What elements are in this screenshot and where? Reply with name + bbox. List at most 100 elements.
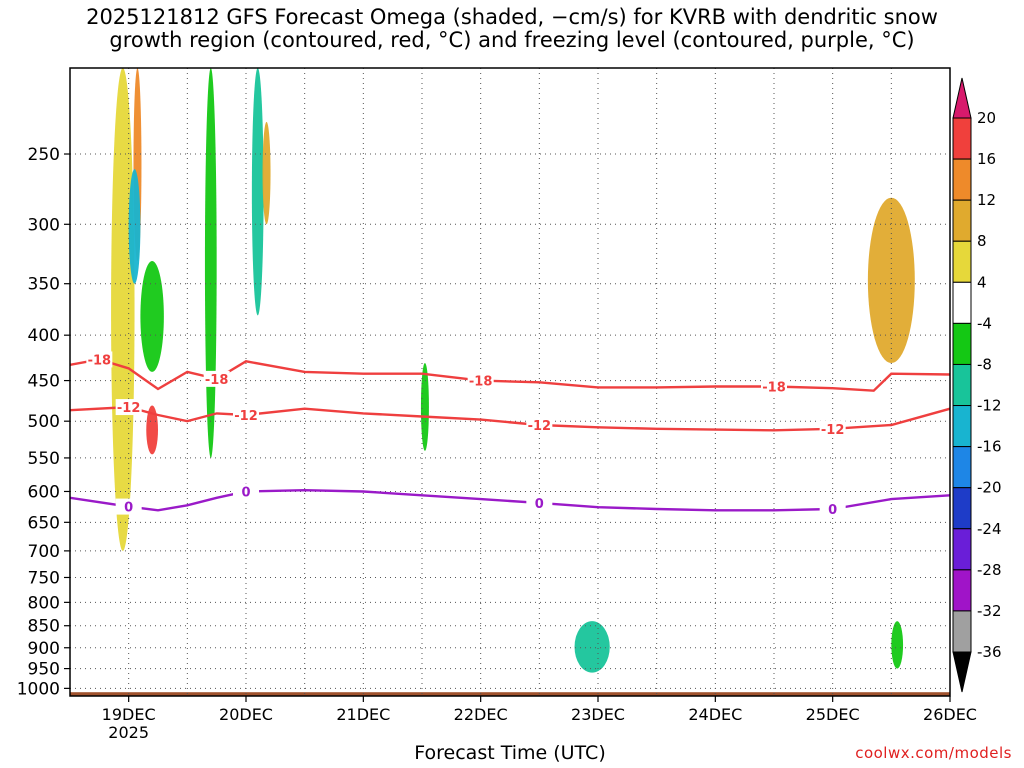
x-tick-label: 20DEC bbox=[219, 705, 273, 724]
x-tick-label: 22DEC bbox=[454, 705, 508, 724]
contour-label-bg bbox=[86, 351, 113, 368]
contour-label: 0 bbox=[535, 497, 544, 512]
colorbar-label: -24 bbox=[977, 520, 1002, 538]
colorbar-label: -16 bbox=[977, 438, 1002, 456]
contour-2 bbox=[70, 488, 950, 512]
omega-blob-4 bbox=[146, 405, 158, 455]
contour-label-bg bbox=[467, 372, 494, 389]
contour-label-bg bbox=[203, 370, 230, 387]
omega-blob-6 bbox=[251, 68, 264, 316]
colorbar-bin-1 bbox=[952, 117, 972, 160]
y-tick-label: 800 bbox=[28, 593, 60, 613]
colorbar-bin-12 bbox=[952, 569, 972, 612]
colorbar-label: 12 bbox=[977, 191, 996, 209]
colorbar-bin-8 bbox=[952, 405, 972, 448]
omega-blob-9 bbox=[574, 621, 610, 673]
y-tick-label: 1000 bbox=[17, 679, 60, 699]
contour-label: -18 bbox=[205, 373, 229, 388]
contour-label-bg bbox=[819, 501, 846, 518]
chart-title: 2025121812 GFS Forecast Omega (shaded, −… bbox=[86, 5, 938, 52]
colorbar-label: -36 bbox=[977, 643, 1002, 661]
colorbar-bin-2 bbox=[952, 158, 972, 201]
omega-blob-7 bbox=[262, 121, 271, 225]
colorbar-bin-3 bbox=[952, 199, 972, 242]
y-tick-label: 750 bbox=[28, 568, 60, 588]
contour-label-bg bbox=[526, 417, 553, 434]
y-axis: 2503003504004505005506006507007508008509… bbox=[17, 145, 70, 699]
y-tick-label: 950 bbox=[28, 660, 60, 680]
contour-label-bg bbox=[761, 378, 787, 395]
contour-label-bg bbox=[526, 494, 553, 511]
y-tick-label: 300 bbox=[28, 215, 60, 235]
y-tick-label: 700 bbox=[28, 542, 60, 562]
contour-label: 0 bbox=[124, 501, 133, 516]
contour-label: 0 bbox=[241, 485, 250, 500]
contour-1 bbox=[70, 405, 950, 432]
x-tick-label: 19DEC bbox=[102, 705, 156, 724]
x-tick-label: 25DEC bbox=[806, 705, 860, 724]
omega-blob-0 bbox=[111, 68, 135, 551]
x-tick-label: 23DEC bbox=[571, 705, 625, 724]
y-tick-label: 250 bbox=[28, 145, 60, 165]
x-tick-label: 26DEC bbox=[923, 705, 977, 724]
colorbar-bin-9 bbox=[952, 446, 972, 489]
ground-fill bbox=[70, 692, 950, 696]
x-tick-sublabel: 2025 bbox=[108, 723, 149, 742]
contour-label: -12 bbox=[821, 423, 845, 438]
omega-blob-10 bbox=[867, 197, 915, 364]
x-axis-title: Forecast Time (UTC) bbox=[414, 742, 606, 764]
omega-blob-8 bbox=[420, 363, 429, 451]
y-tick-label: 550 bbox=[28, 449, 60, 469]
colorbar: 20 16 12 8 4 -4 -8 -12 -16 -20 -24 -28 -32 -36 bbox=[952, 77, 1002, 693]
contour-label: -12 bbox=[528, 419, 552, 434]
contour-label: -12 bbox=[234, 409, 258, 424]
y-tick-label: 500 bbox=[28, 412, 60, 432]
omega-blob-11 bbox=[891, 621, 904, 669]
contour-label-bg bbox=[819, 420, 846, 437]
y-tick-label: 450 bbox=[28, 372, 60, 392]
x-tick-label: 24DEC bbox=[688, 705, 742, 724]
colorbar-label: -20 bbox=[977, 479, 1002, 497]
colorbar-label: -28 bbox=[977, 561, 1002, 579]
colorbar-bin-7 bbox=[952, 363, 972, 407]
contour-label: -18 bbox=[469, 375, 493, 390]
y-tick-label: 850 bbox=[28, 617, 60, 637]
colorbar-label: -32 bbox=[977, 602, 1002, 620]
contour-label-bg bbox=[115, 498, 142, 515]
colorbar-cap-bottom bbox=[952, 651, 972, 693]
colorbar-bin-6 bbox=[952, 322, 972, 365]
contour-label-bg bbox=[233, 483, 259, 500]
contour-lines: -18 -18 -18 -18 -12 -12 -12 -12 0 0 0 0 bbox=[70, 351, 950, 518]
colorbar-label: 4 bbox=[977, 273, 987, 291]
colorbar-label: 20 bbox=[977, 109, 996, 127]
colorbar-bin-10 bbox=[952, 487, 972, 530]
colorbar-label: 16 bbox=[977, 150, 996, 168]
colorbar-bin-5 bbox=[952, 281, 972, 324]
contour-0 bbox=[70, 358, 950, 392]
contour-label-bg bbox=[115, 399, 142, 416]
colorbar-label: 8 bbox=[977, 232, 987, 250]
plot-frame bbox=[69, 67, 951, 697]
colorbar-label: -4 bbox=[977, 314, 992, 332]
contour-label: -18 bbox=[88, 353, 112, 368]
contour-label: -12 bbox=[117, 401, 141, 416]
contour-label-bg bbox=[233, 406, 259, 423]
x-tick-label: 21DEC bbox=[336, 705, 390, 724]
colorbar-bin-13 bbox=[952, 610, 972, 653]
y-tick-label: 400 bbox=[28, 326, 60, 346]
dotted-grid bbox=[70, 68, 950, 696]
colorbar-label: -8 bbox=[977, 355, 992, 373]
contour-label: -18 bbox=[762, 381, 786, 396]
source-credit: coolwx.com/models bbox=[855, 744, 1012, 762]
y-tick-label: 900 bbox=[28, 639, 60, 659]
colorbar-bin-11 bbox=[952, 528, 972, 571]
colorbar-cap-top bbox=[952, 77, 972, 119]
y-tick-label: 600 bbox=[28, 482, 60, 502]
contour-label: 0 bbox=[828, 503, 837, 518]
omega-blob-5 bbox=[204, 68, 217, 458]
colorbar-bin-4 bbox=[952, 240, 972, 283]
omega-blob-3 bbox=[140, 261, 164, 372]
y-tick-label: 650 bbox=[28, 513, 60, 533]
